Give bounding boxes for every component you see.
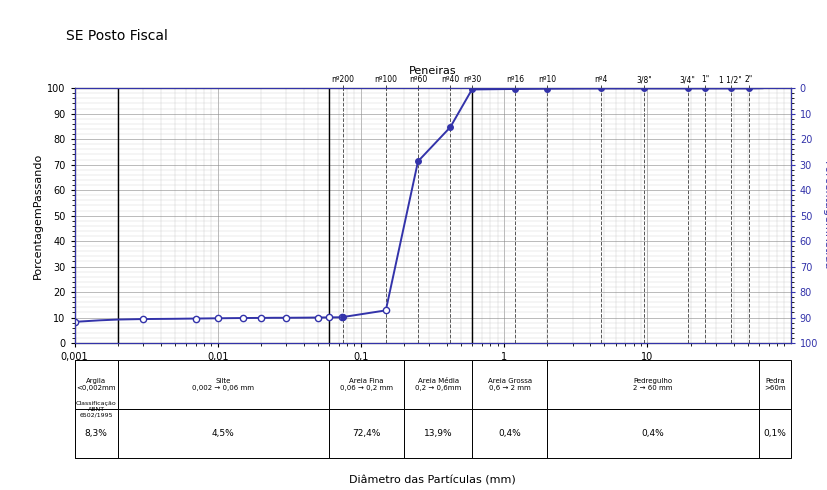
Text: Areia Média
0,2 → 0,6mm: Areia Média 0,2 → 0,6mm <box>414 378 461 391</box>
Text: 8,3%: 8,3% <box>84 429 108 438</box>
Text: Pedra
>60m: Pedra >60m <box>763 378 785 391</box>
Text: 0,4%: 0,4% <box>641 429 664 438</box>
Text: Silte
0,002 → 0,06 mm: Silte 0,002 → 0,06 mm <box>192 378 254 391</box>
Text: Argila
<0,002mm: Argila <0,002mm <box>76 378 116 391</box>
Text: 72,4%: 72,4% <box>352 429 380 438</box>
Text: Classificação
ABNT
6502/1995: Classificação ABNT 6502/1995 <box>75 401 117 417</box>
Text: SE Posto Fiscal: SE Posto Fiscal <box>66 29 168 44</box>
Y-axis label: PorcentagemPassando: PorcentagemPassando <box>33 152 43 279</box>
Text: 0,1%: 0,1% <box>762 429 786 438</box>
Text: 13,9%: 13,9% <box>423 429 452 438</box>
Text: 0,4%: 0,4% <box>498 429 521 438</box>
Text: Areia Grossa
0,6 → 2 mm: Areia Grossa 0,6 → 2 mm <box>487 378 531 391</box>
Text: Diâmetro das Partículas (mm): Diâmetro das Partículas (mm) <box>349 475 515 485</box>
X-axis label: Peneiras: Peneiras <box>409 66 456 75</box>
Text: Areia Fina
0,06 → 0,2 mm: Areia Fina 0,06 → 0,2 mm <box>340 378 393 391</box>
Text: 4,5%: 4,5% <box>212 429 235 438</box>
Text: Pedregulho
2 → 60 mm: Pedregulho 2 → 60 mm <box>633 378 672 391</box>
Y-axis label: PorcentagemRetida: PorcentagemRetida <box>821 161 827 270</box>
